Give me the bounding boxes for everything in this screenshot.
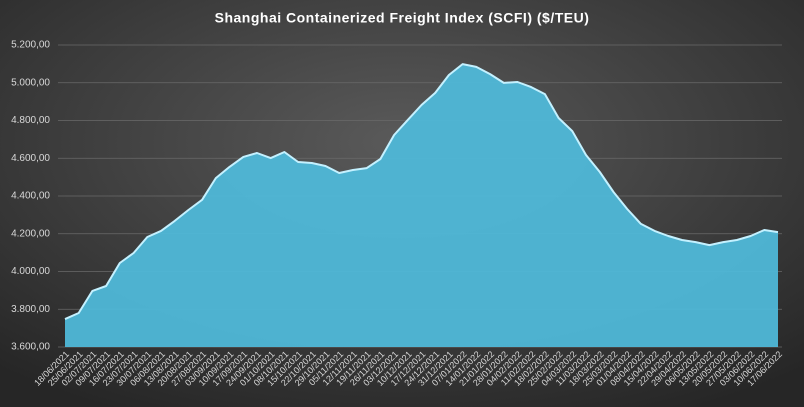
y-tick-label: 4.400,00 (11, 191, 50, 202)
chart-title: Shanghai Containerized Freight Index (SC… (215, 10, 590, 26)
y-tick-label: 3.800,00 (11, 304, 50, 315)
y-tick-label: 3.600,00 (11, 342, 50, 353)
y-tick-label: 4.600,00 (11, 153, 50, 164)
y-tick-label: 5.200,00 (11, 40, 50, 51)
y-tick-label: 4.200,00 (11, 228, 50, 239)
area (65, 64, 778, 347)
y-tick-label: 4.800,00 (11, 115, 50, 126)
y-tick-label: 5.000,00 (11, 77, 50, 88)
area-outline (64, 63, 779, 321)
y-tick-label: 4.000,00 (11, 266, 50, 277)
